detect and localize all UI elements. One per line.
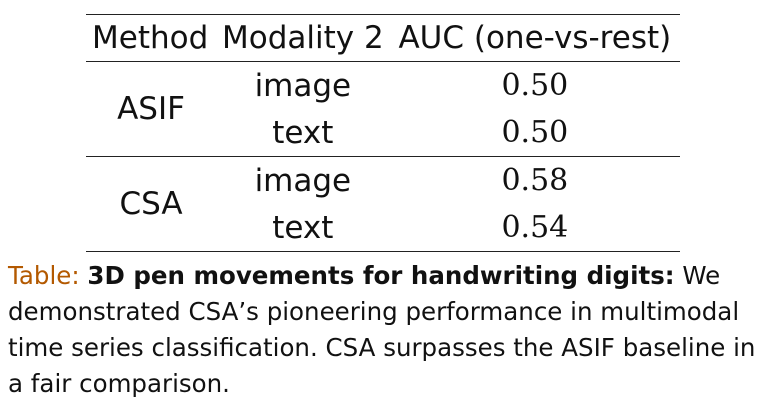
table-caption: Table: 3D pen movements for handwriting … [8,258,758,402]
caption-title: 3D pen movements for handwriting digits: [87,261,675,290]
table-row: text 0.50 [86,109,680,157]
header-modality: Modality 2 [222,20,384,56]
group-asif: ASIF image 0.50 text 0.50 [86,62,680,157]
table-row: text 0.54 [86,204,680,252]
auc-cell: 0.50 [501,68,569,103]
method-asif: ASIF [117,91,185,127]
method-csa: CSA [119,186,183,222]
header-auc: AUC (one-vs-rest) [398,20,672,56]
group-csa: CSA image 0.58 text 0.54 [86,157,680,252]
table-row: CSA image 0.58 [86,157,680,223]
table-header: Method Modality 2 AUC (one-vs-rest) [86,14,680,62]
modality-cell: image [254,67,352,104]
auc-cell: 0.50 [501,115,569,150]
modality-cell: text [272,114,334,151]
caption-label: Table: [8,261,80,290]
results-table: Method Modality 2 AUC (one-vs-rest) ASIF… [86,14,680,252]
auc-cell: 0.58 [501,163,569,198]
modality-cell: image [254,162,352,199]
caption-body: We demonstrated CSA’s pioneering perform… [8,261,756,398]
table-row: ASIF image 0.50 [86,62,680,128]
auc-cell: 0.54 [501,210,569,245]
header-method: Method [92,20,209,56]
header-row: Method Modality 2 AUC (one-vs-rest) [86,14,680,62]
modality-cell: text [272,209,334,246]
